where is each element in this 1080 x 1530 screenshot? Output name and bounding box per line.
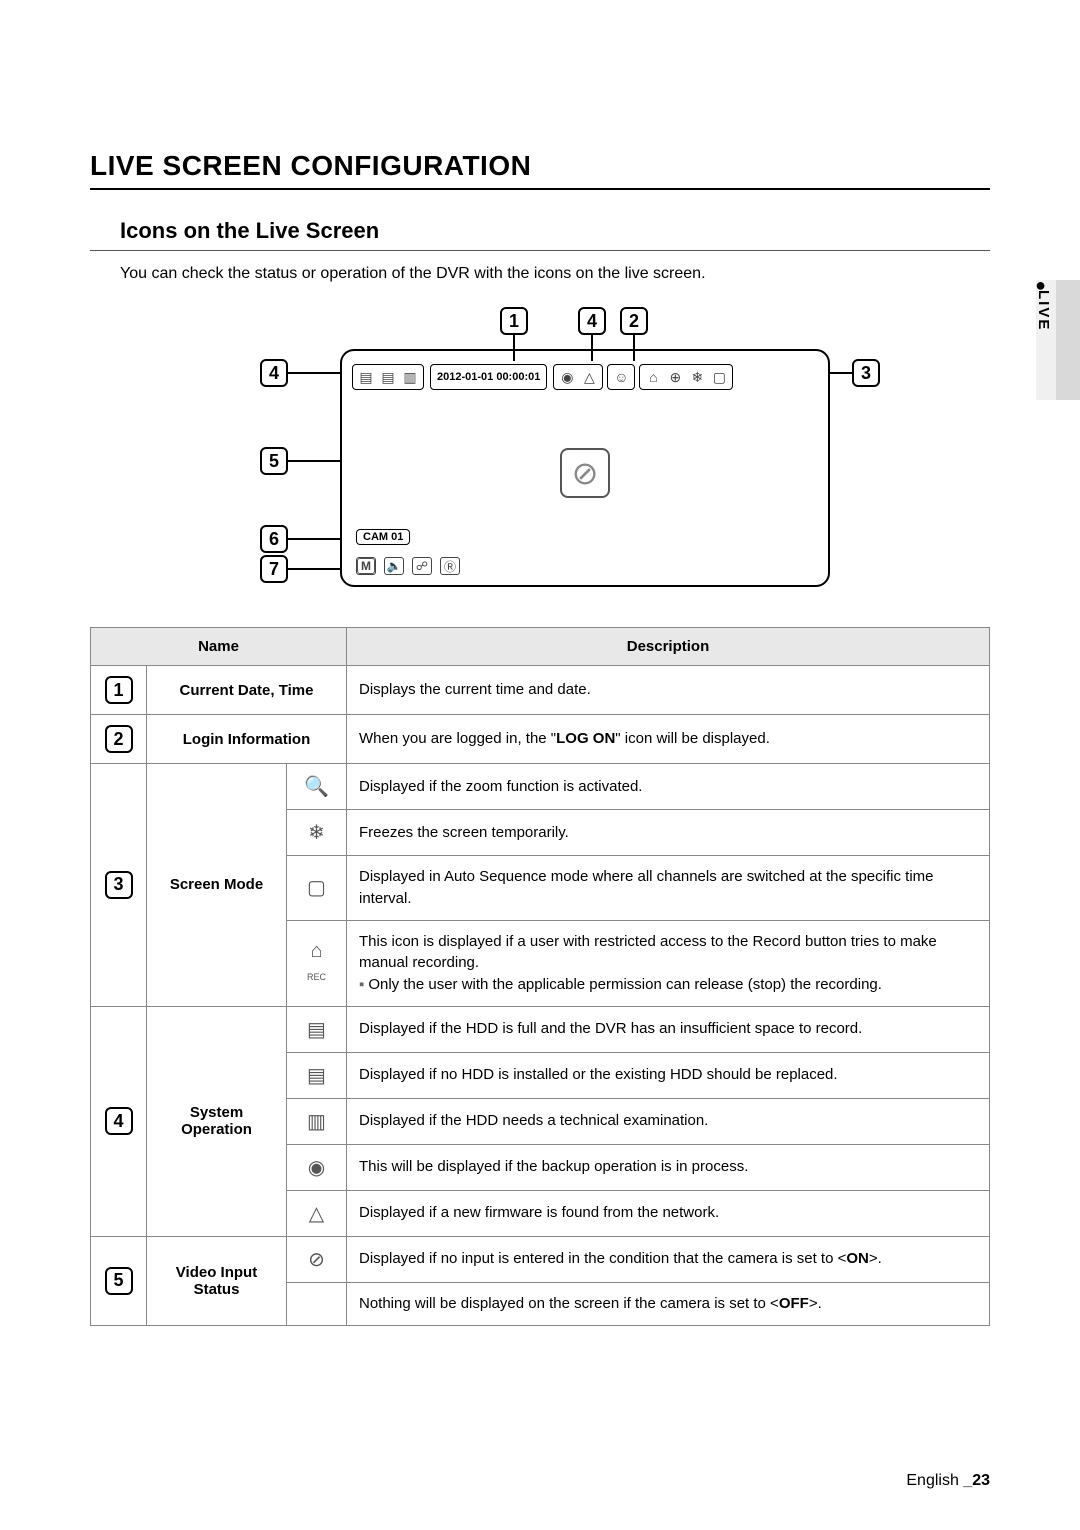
- side-label: LIVE: [1035, 290, 1052, 331]
- callout-4-top: 4: [578, 307, 606, 335]
- callout-1: 1: [500, 307, 528, 335]
- row5-d2-post: >.: [809, 1295, 822, 1312]
- row3-d4a: This icon is displayed if a user with re…: [359, 933, 937, 972]
- callout-3: 3: [852, 359, 880, 387]
- table-row: 3 Screen Mode 🔍 Displayed if the zoom fu…: [91, 764, 990, 810]
- row1-desc: Displays the current time and date.: [347, 666, 990, 715]
- firmware-table-icon: △: [287, 1190, 347, 1236]
- note-bullet: ▪: [359, 976, 364, 993]
- row5-d1-bold: ON: [846, 1250, 869, 1267]
- zoom-table-icon: 🔍: [287, 764, 347, 810]
- hdd-full-icon: ▤: [357, 368, 375, 386]
- row4-d4: This will be displayed if the backup ope…: [347, 1144, 990, 1190]
- col-name: Name: [91, 628, 347, 666]
- row5-d2: Nothing will be displayed on the screen …: [347, 1282, 990, 1325]
- row4-name: System Operation: [147, 1006, 287, 1236]
- seq-icon: ▢: [710, 368, 728, 386]
- row3-d3: Displayed in Auto Sequence mode where al…: [347, 856, 990, 921]
- row5-d1-pre: Displayed if no input is entered in the …: [359, 1250, 846, 1267]
- row5-d1-post: >.: [869, 1250, 882, 1267]
- callout-4-left: 4: [260, 359, 288, 387]
- row3-num: 3: [105, 871, 133, 899]
- row4-d3: Displayed if the HDD needs a technical e…: [347, 1098, 990, 1144]
- row5-name: Video Input Status: [147, 1236, 287, 1325]
- row2-bold: LOG ON: [556, 730, 615, 747]
- row5-d1: Displayed if no input is entered in the …: [347, 1236, 990, 1282]
- footer-lang: English: [906, 1472, 963, 1489]
- table-row: 5 Video Input Status ⊘ Displayed if no i…: [91, 1236, 990, 1282]
- rec-icon: ⌂: [644, 368, 662, 386]
- no-hdd-table-icon: ▤: [287, 1052, 347, 1098]
- section-title: LIVE SCREEN CONFIGURATION: [90, 150, 990, 190]
- row5-d2-bold: OFF: [779, 1295, 809, 1312]
- intro-text: You can check the status or operation of…: [90, 265, 990, 283]
- row3-d4: This icon is displayed if a user with re…: [347, 920, 990, 1006]
- page-footer: English _23: [906, 1472, 990, 1490]
- row5-num: 5: [105, 1267, 133, 1295]
- row4-d5: Displayed if a new firmware is found fro…: [347, 1190, 990, 1236]
- rec-lock-table-icon: ⌂REC: [287, 920, 347, 1006]
- row4-d1: Displayed if the HDD is full and the DVR…: [347, 1006, 990, 1052]
- login-icon-group: ☺: [607, 364, 635, 390]
- sequence-table-icon: ▢: [287, 856, 347, 921]
- callout-7: 7: [260, 555, 288, 583]
- backup-icon-group: ◉ △: [553, 364, 603, 390]
- side-tab: [1056, 280, 1080, 400]
- callout-5: 5: [260, 447, 288, 475]
- zoom-icon: ⊕: [666, 368, 684, 386]
- no-video-center-icon: ⊘: [560, 448, 610, 498]
- hdd-error-icon: ▥: [401, 368, 419, 386]
- sys-op-icon-group: ▤ ▤ ▥: [352, 364, 424, 390]
- row2-post: " icon will be displayed.: [615, 730, 770, 747]
- motion-icon: M: [356, 557, 376, 575]
- row2-desc: When you are logged in, the "LOG ON" ico…: [347, 715, 990, 764]
- col-desc: Description: [347, 628, 990, 666]
- row1-name: Current Date, Time: [147, 666, 347, 715]
- audio-icon: 🔈: [384, 557, 404, 575]
- row3-d4b: Only the user with the applicable permis…: [368, 976, 882, 993]
- table-header-row: Name Description: [91, 628, 990, 666]
- table-row: 1 Current Date, Time Displays the curren…: [91, 666, 990, 715]
- row5-d2-pre: Nothing will be displayed on the screen …: [359, 1295, 779, 1312]
- footer-page: _23: [963, 1472, 990, 1489]
- callout-2: 2: [620, 307, 648, 335]
- freeze-icon: ❄: [688, 368, 706, 386]
- live-screen-diagram: 1 4 2 4 5 6 7 3 ▤ ▤ ▥ 2012-01-01 00:00:0…: [200, 307, 880, 587]
- diagram-bottom-icons: M 🔈 ☍ Ⓡ: [356, 557, 460, 575]
- ptz-icon: ☍: [412, 557, 432, 575]
- table-row: 4 System Operation ▤ Displayed if the HD…: [91, 1006, 990, 1052]
- callout-6: 6: [260, 525, 288, 553]
- freeze-table-icon: ❄: [287, 810, 347, 856]
- backup-icon: ◉: [558, 368, 576, 386]
- warning-icon: △: [580, 368, 598, 386]
- blank-table-icon: [287, 1282, 347, 1325]
- subsection-title: Icons on the Live Screen: [90, 214, 990, 251]
- row3-d2: Freezes the screen temporarily.: [347, 810, 990, 856]
- row2-name: Login Information: [147, 715, 347, 764]
- row3-name: Screen Mode: [147, 764, 287, 1007]
- hdd-full-table-icon: ▤: [287, 1006, 347, 1052]
- mode-icon-group: ⌂ ⊕ ❄ ▢: [639, 364, 733, 390]
- row1-num: 1: [105, 676, 133, 704]
- row4-d2: Displayed if no HDD is installed or the …: [347, 1052, 990, 1098]
- diagram-top-row: ▤ ▤ ▥ 2012-01-01 00:00:01 ◉ △ ☺ ⌂ ⊕ ❄ ▢: [352, 363, 818, 391]
- icon-spec-table: Name Description 1 Current Date, Time Di…: [90, 627, 990, 1326]
- row4-num: 4: [105, 1107, 133, 1135]
- row3-d1: Displayed if the zoom function is activa…: [347, 764, 990, 810]
- login-icon: ☺: [612, 368, 630, 386]
- datetime-box: 2012-01-01 00:00:01: [430, 364, 547, 390]
- row2-num: 2: [105, 725, 133, 753]
- backup-table-icon: ◉: [287, 1144, 347, 1190]
- no-input-table-icon: ⊘: [287, 1236, 347, 1282]
- row2-pre: When you are logged in, the ": [359, 730, 556, 747]
- screen-box: ▤ ▤ ▥ 2012-01-01 00:00:01 ◉ △ ☺ ⌂ ⊕ ❄ ▢ …: [340, 349, 830, 587]
- table-row: 2 Login Information When you are logged …: [91, 715, 990, 764]
- hdd-check-table-icon: ▥: [287, 1098, 347, 1144]
- no-hdd-icon: ▤: [379, 368, 397, 386]
- cam-label-box: CAM 01: [356, 529, 410, 545]
- rec-r-icon: Ⓡ: [440, 557, 460, 575]
